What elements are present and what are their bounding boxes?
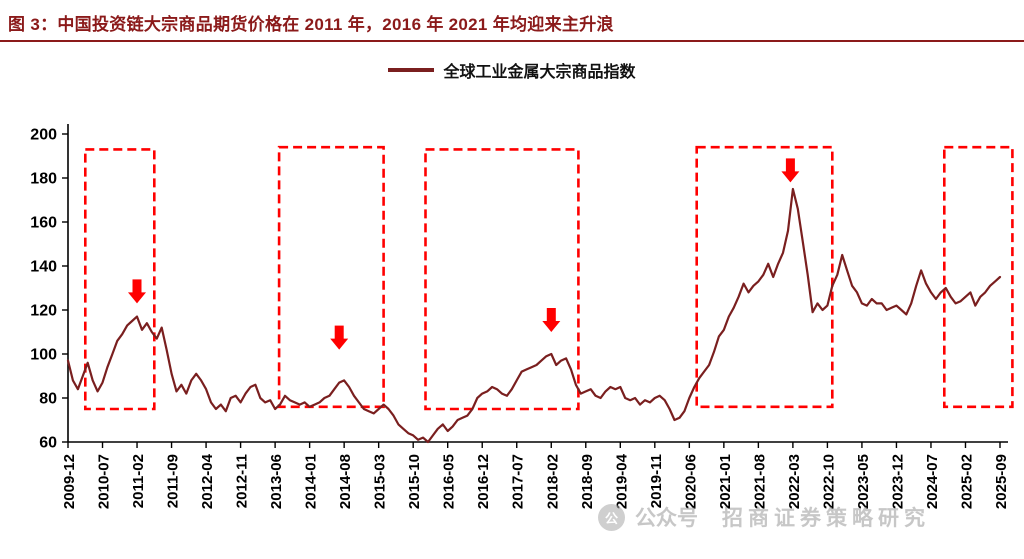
y-tick-label: 160 (30, 215, 57, 232)
y-tick-label: 60 (39, 435, 57, 452)
highlight-box (942, 145, 1014, 409)
highlight-box (277, 145, 385, 409)
figure-title: 图 3：中国投资链大宗商品期货价格在 2011 年，2016 年 2021 年均… (8, 15, 614, 34)
x-tick-label: 2023-05 (855, 454, 872, 509)
figure-header: 图 3：中国投资链大宗商品期货价格在 2011 年，2016 年 2021 年均… (0, 0, 1024, 42)
x-tick-label: 2012-04 (199, 453, 216, 509)
down-arrow-icon (330, 338, 349, 350)
x-tick-label: 2016-05 (441, 454, 458, 509)
y-tick-label: 120 (30, 303, 57, 320)
x-tick-label: 2025-09 (993, 454, 1010, 509)
y-tick-label: 80 (39, 391, 57, 408)
highlight-box (424, 148, 580, 411)
x-tick-label: 2018-02 (544, 454, 561, 509)
y-tick-label: 200 (30, 127, 57, 144)
down-arrow-icon (128, 292, 146, 304)
x-tick-label: 2011-09 (165, 454, 182, 508)
x-tick-label: 2016-12 (475, 454, 492, 509)
y-tick-label: 140 (30, 259, 57, 276)
x-tick-label: 2009-12 (61, 454, 78, 509)
x-tick-label: 2024-07 (924, 454, 941, 509)
x-tick-label: 2023-12 (889, 454, 906, 509)
x-tick-label: 2018-09 (579, 454, 596, 509)
x-tick-label: 2017-07 (510, 454, 527, 509)
down-arrow-icon (542, 321, 561, 332)
x-tick-label: 2015-03 (372, 454, 389, 509)
legend: 全球工业金属大宗商品指数 (0, 58, 1024, 82)
highlight-box (695, 145, 834, 409)
x-tick-label: 2010-07 (96, 454, 113, 509)
x-tick-label: 2020-06 (682, 454, 699, 509)
x-tick-label: 2013-06 (268, 454, 285, 509)
down-arrow-icon (132, 279, 142, 293)
x-tick-label: 2019-11 (648, 454, 665, 508)
y-tick-label: 100 (30, 347, 57, 364)
x-tick-label: 2014-08 (337, 454, 354, 509)
x-tick-label: 2022-03 (786, 454, 803, 509)
down-arrow-icon (781, 171, 800, 183)
x-tick-label: 2022-10 (820, 454, 837, 509)
legend-line-swatch (388, 68, 435, 72)
legend-label: 全球工业金属大宗商品指数 (443, 64, 636, 81)
x-tick-label: 2019-04 (613, 453, 630, 509)
x-tick-label: 2014-01 (303, 454, 320, 509)
y-tick-label: 180 (30, 171, 57, 188)
x-tick-label: 2011-02 (130, 454, 147, 508)
x-tick-label: 2021-08 (751, 454, 768, 509)
x-tick-label: 2025-02 (958, 454, 975, 509)
commodity-index-line-chart: 60 80 100 120 140 160 180 200 2009-12 2010-07 2011… (30, 124, 1014, 509)
x-tick-label: 2012-11 (234, 454, 251, 508)
down-arrow-icon (546, 308, 556, 322)
down-arrow-icon (785, 158, 795, 172)
x-tick-label: 2015-10 (406, 454, 423, 509)
highlight-box (84, 148, 156, 411)
x-tick-label: 2021-01 (717, 454, 734, 509)
series-line (66, 187, 1002, 444)
down-arrow-icon (334, 325, 344, 340)
